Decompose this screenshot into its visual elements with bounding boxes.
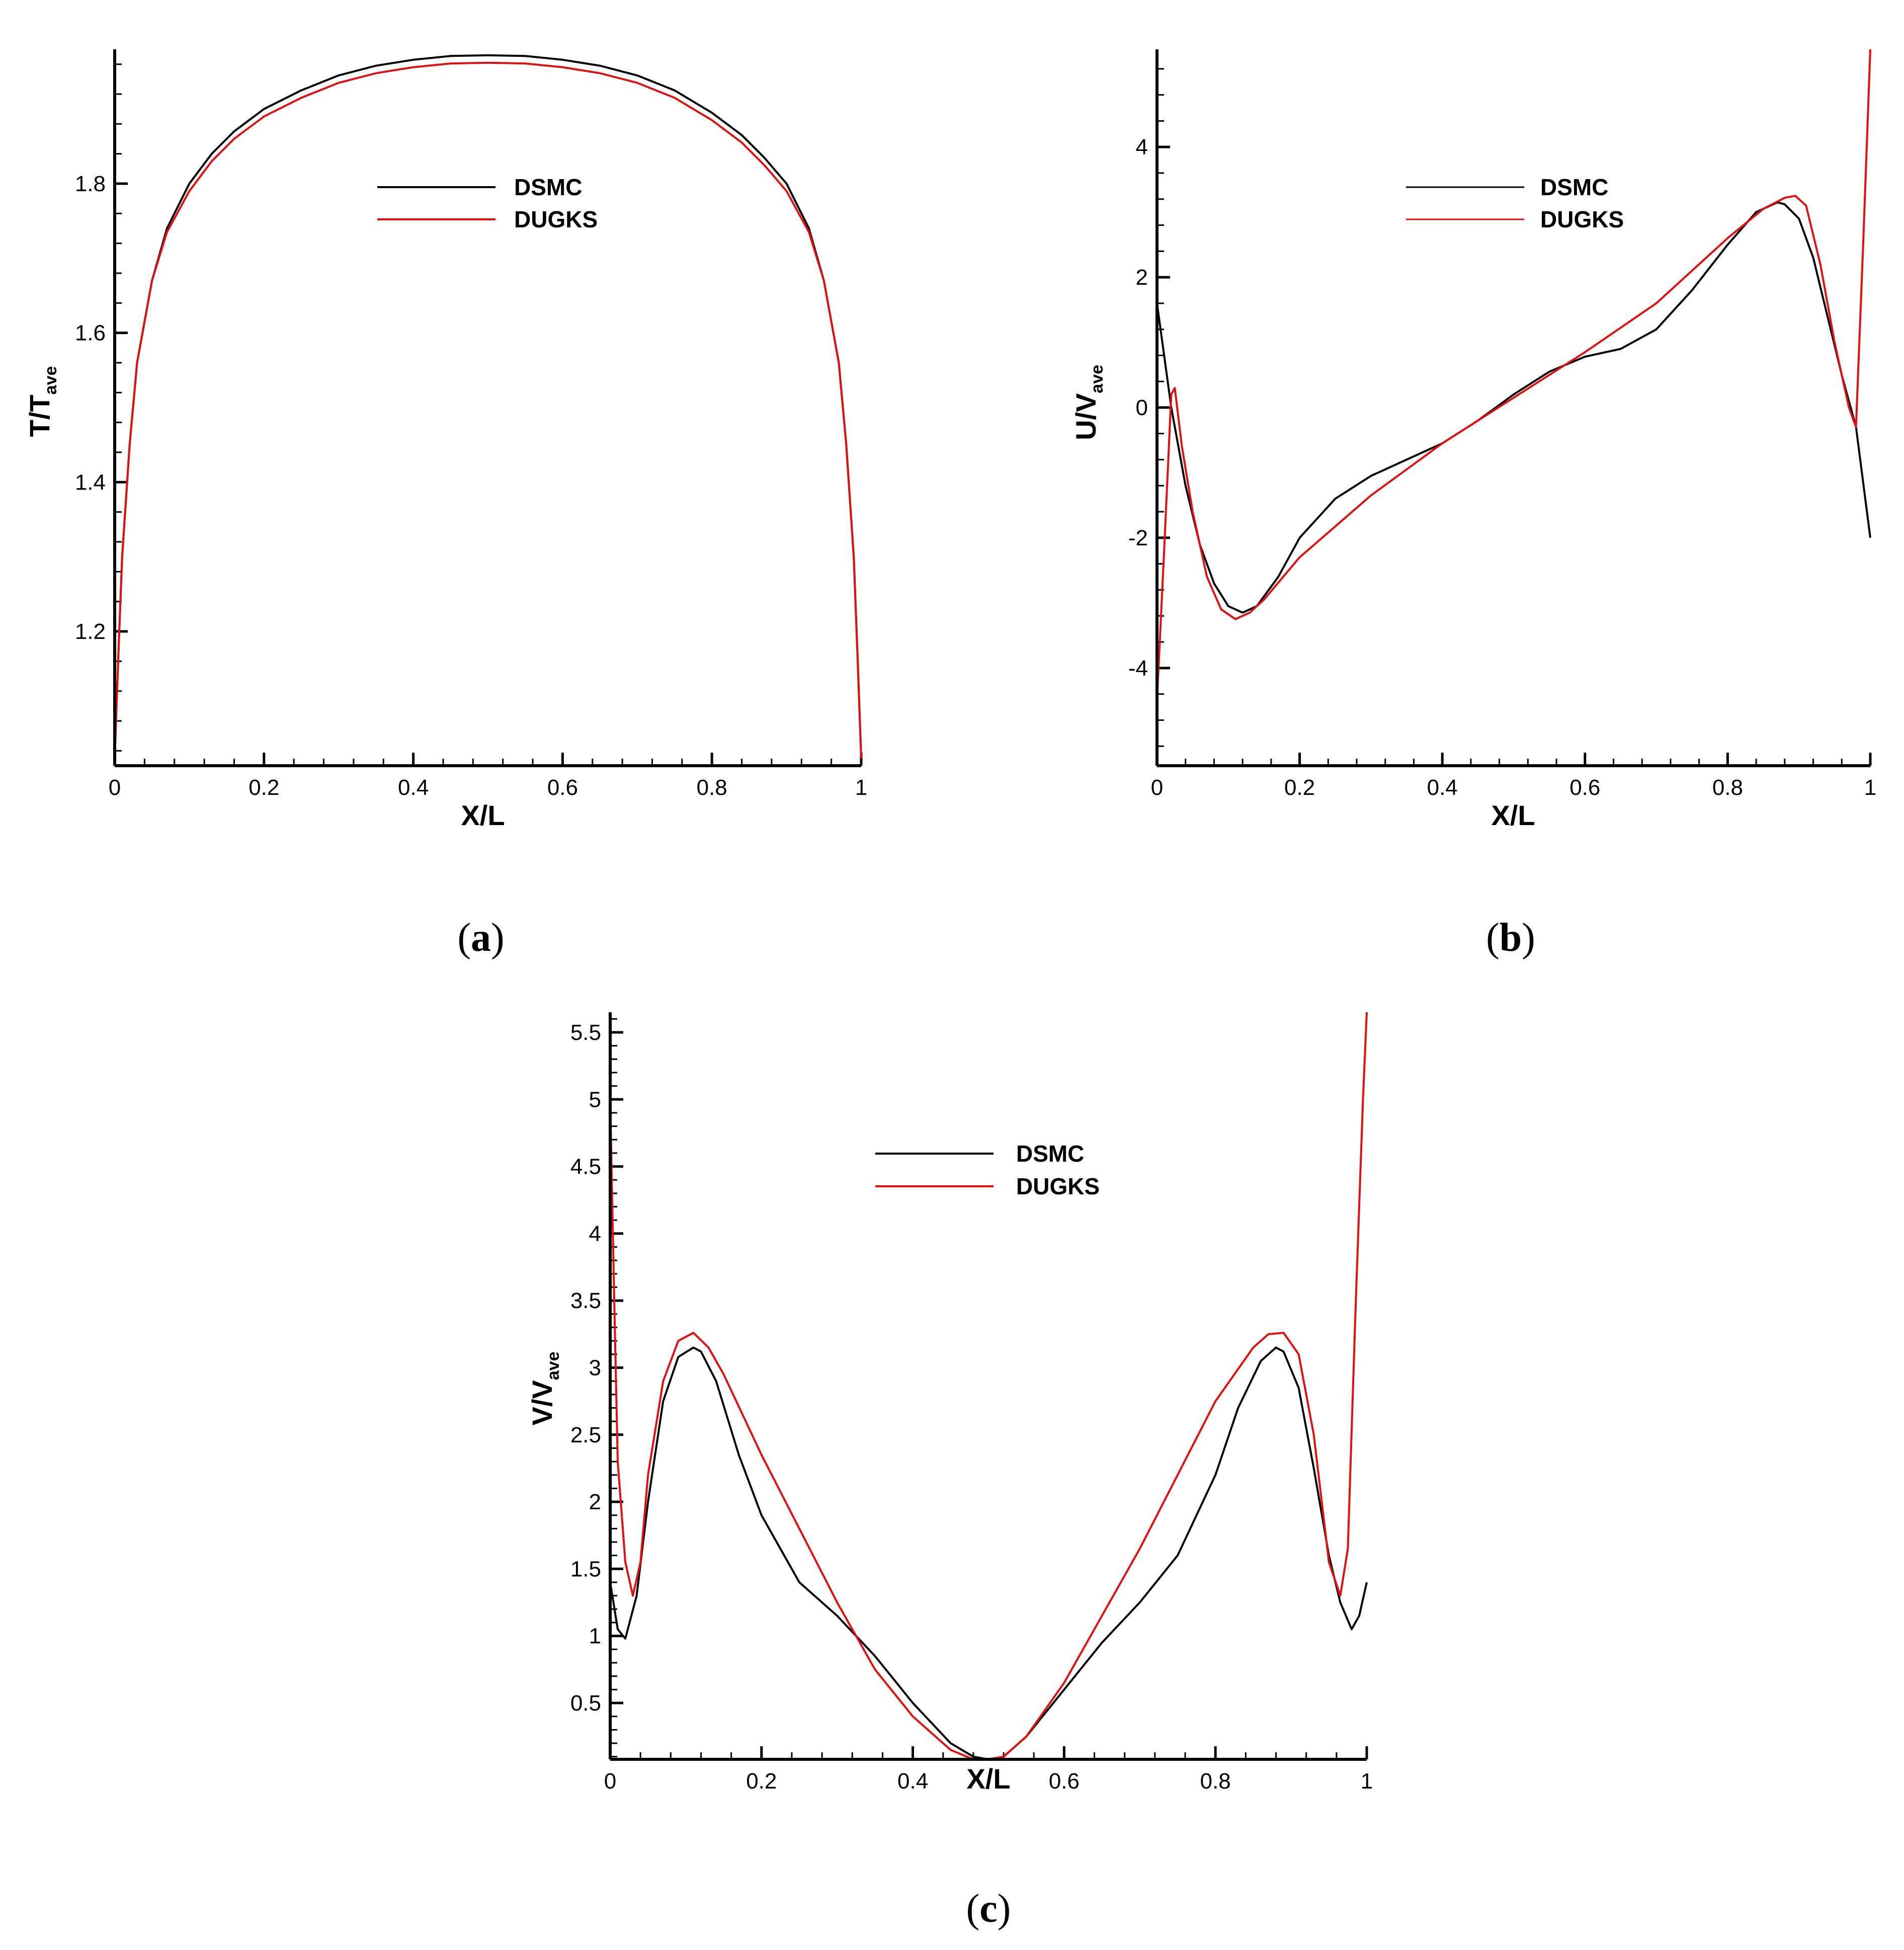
panel-a-y-tick-label: 1.4 <box>75 470 106 495</box>
panel-a-x-tick-label: 0.6 <box>547 775 578 800</box>
panel-c-legend-label-dsmc: DSMC <box>1016 1141 1084 1167</box>
panel-a-x-tick-label: 0.8 <box>697 775 727 800</box>
panel-c-caption: (c) <box>966 1887 1011 1931</box>
panel-b-legend: DSMC DUGKS <box>1406 174 1624 232</box>
panel-a-series-dugks-line <box>114 61 862 759</box>
panel-b-x-tick-label: 0.4 <box>1427 775 1458 800</box>
panel-a-x-axis-title: X/L <box>461 799 505 831</box>
panel-c-y-axis-title-sub: ave <box>544 1352 563 1380</box>
panel-c-x-tick-label: 0 <box>604 1769 616 1794</box>
panel-a-ticks: 0 0.2 0.4 0.6 0.8 1 1.2 1.4 1.6 1.8 <box>75 63 867 800</box>
panel-b-y-tick-label: 2 <box>1136 265 1148 290</box>
panel-a-x-tick-label: 0.4 <box>398 775 429 800</box>
svg-text:T/Tave: T/Tave <box>24 366 60 437</box>
panel-a-legend-label-dsmc: DSMC <box>514 174 582 200</box>
panel-c-series <box>609 1012 1368 1760</box>
svg-text:V/Vave: V/Vave <box>526 1352 563 1426</box>
panel-c-series-dsmc-line <box>609 1346 1368 1760</box>
panel-c-axes <box>609 1012 1367 1761</box>
panel-c-series-dugks-line <box>609 1012 1368 1760</box>
panel-c-legend: DSMC DUGKS <box>875 1141 1100 1199</box>
panel-b-y-tick-label: -4 <box>1128 656 1148 681</box>
panel-c-x-axis-title: X/L <box>966 1763 1010 1795</box>
panel-a-y-axis-title-sub: ave <box>41 366 60 395</box>
panel-c-y-tick-label: 2.5 <box>570 1423 601 1447</box>
panel-a-y-tick-label: 1.8 <box>75 172 106 196</box>
panel-a-y-tick-label: 1.6 <box>75 321 106 346</box>
panel-a-legend: DSMC DUGKS <box>377 174 598 232</box>
panel-a-caption: (a) <box>457 916 504 960</box>
panel-a-y-axis-title-main: T/T <box>24 394 55 437</box>
panel-b-y-tick-label: 0 <box>1136 395 1148 420</box>
panel-b-y-axis-title-main: U/V <box>1070 393 1102 440</box>
panel-b-y-axis-title-sub: ave <box>1088 365 1107 393</box>
panel-c-y-tick-label: 3.5 <box>570 1288 601 1313</box>
panel-c-x-tick-label: 0.6 <box>1049 1769 1080 1794</box>
panel-c-ticks: 0 0.2 0.4 0.6 0.8 1 0.5 1 1.5 2 2.5 3 3.5 4 4.5 5 5.5 <box>570 1018 1373 1794</box>
panel-b-legend-label-dugks: DUGKS <box>1540 206 1624 232</box>
panel-b-y-tick-label: -2 <box>1128 526 1148 550</box>
panel-c-x-tick-label: 0.8 <box>1200 1769 1231 1794</box>
panel-b-x-tick-label: 0.8 <box>1712 775 1743 800</box>
panel-b-axes <box>1155 49 1870 767</box>
panel-c-x-tick-label: 0.4 <box>897 1769 928 1794</box>
panel-c-x-tick-label: 0.2 <box>746 1769 777 1794</box>
panel-c-y-tick-label: 4 <box>589 1222 601 1246</box>
panel-b-ticks: 0 0.2 0.4 0.6 0.8 1 -4 -2 0 2 4 <box>1128 68 1876 800</box>
panel-a-x-tick-label: 0 <box>109 775 121 800</box>
panel-a-series-dsmc-line <box>114 54 862 759</box>
panel-c-legend-label-dugks: DUGKS <box>1016 1173 1100 1199</box>
svg-text:U/Vave: U/Vave <box>1070 365 1107 440</box>
panel-a-axes <box>113 49 861 767</box>
panel-c-y-tick-label: 0.5 <box>570 1691 601 1716</box>
panel-c-y-tick-label: 3 <box>589 1356 601 1380</box>
panel-c-y-tick-label: 5.5 <box>570 1020 601 1045</box>
panel-c-y-axis-title-main: V/V <box>526 1380 558 1425</box>
panel-c-y-tick-label: 5 <box>589 1087 601 1112</box>
panel-c-y-tick-label: 1.5 <box>570 1557 601 1581</box>
panel-b-x-tick-label: 0 <box>1151 775 1163 800</box>
panel-b-series-dsmc-line <box>1156 201 1871 614</box>
panel-c-y-axis-title: V/Vave <box>526 1352 563 1426</box>
panel-a-series <box>114 54 862 759</box>
panel-b-series <box>1156 49 1871 701</box>
panel-b-x-tick-label: 1 <box>1864 775 1876 800</box>
panel-b-caption: (b) <box>1486 916 1535 960</box>
panel-b-legend-label-dsmc: DSMC <box>1540 174 1608 200</box>
panel-c-x-tick-label: 1 <box>1361 1769 1373 1794</box>
panel-b-u-velocity: 0 0.2 0.4 0.6 0.8 1 -4 -2 0 2 4 X/L U/Vave DSMC DU… <box>1070 49 1876 960</box>
panel-a-legend-label-dugks: DUGKS <box>514 206 598 232</box>
panel-c-v-velocity: 0 0.2 0.4 0.6 0.8 1 0.5 1 1.5 2 2.5 3 3.5 4 4.5 5 5.5 X/… <box>526 1012 1373 1931</box>
panel-b-y-tick-label: 4 <box>1136 135 1148 159</box>
panel-a-x-tick-label: 1 <box>855 775 867 800</box>
panel-a-temperature: 0 0.2 0.4 0.6 0.8 1 1.2 1.4 1.6 1.8 X/L T/Tave DS… <box>24 49 867 960</box>
panel-a-y-tick-label: 1.2 <box>75 619 106 644</box>
panel-c-y-tick-label: 2 <box>589 1490 601 1514</box>
panel-c-y-tick-label: 4.5 <box>570 1155 601 1179</box>
panel-b-x-tick-label: 0.2 <box>1284 775 1315 800</box>
panel-b-y-axis-title: U/Vave <box>1070 365 1107 440</box>
panel-b-x-tick-label: 0.6 <box>1569 775 1600 800</box>
panel-b-series-dugks-line <box>1156 49 1871 701</box>
panel-b-x-axis-title: X/L <box>1491 799 1535 831</box>
panel-a-x-tick-label: 0.2 <box>249 775 279 800</box>
panel-c-y-tick-label: 1 <box>589 1624 601 1649</box>
panel-a-y-axis-title: T/Tave <box>24 366 60 437</box>
